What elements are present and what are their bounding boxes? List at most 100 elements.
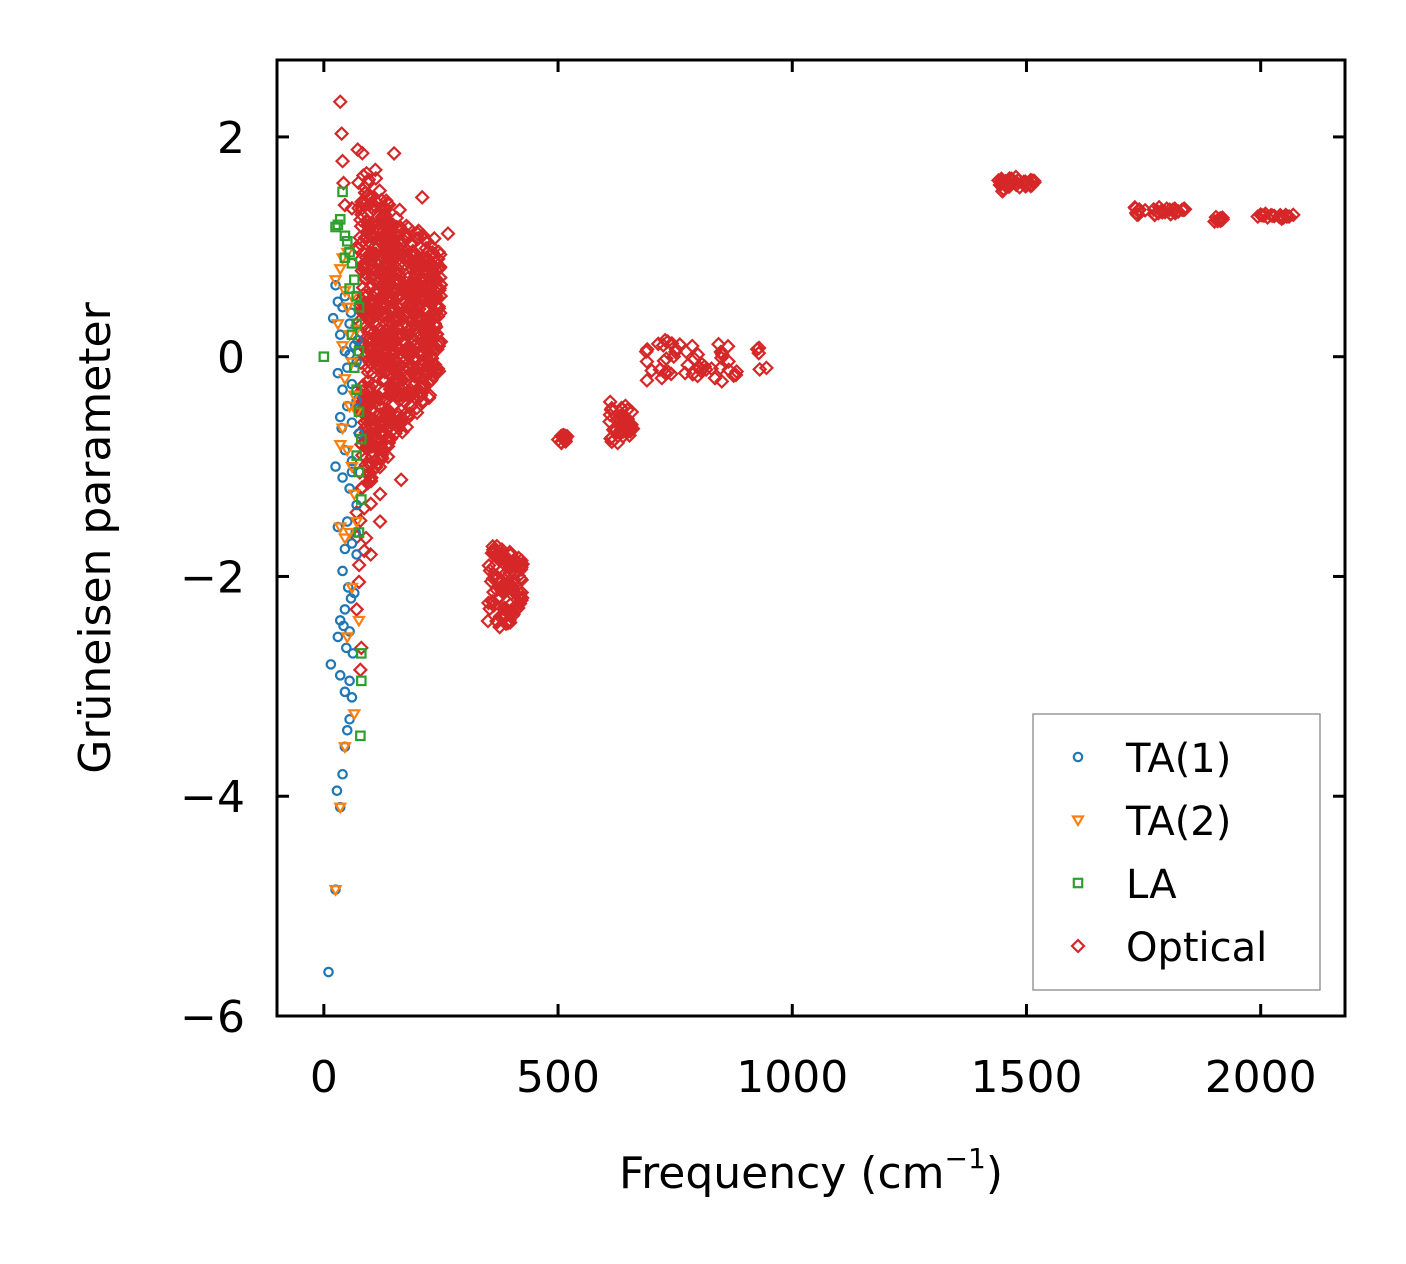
x-axis-label: Frequency (cm−1) (619, 1142, 1003, 1199)
ta-1-point (346, 538, 358, 549)
ta-2-point (333, 264, 348, 276)
optical-point (496, 610, 512, 626)
optical-point (409, 400, 425, 416)
ta-1-point (337, 565, 348, 577)
ta-1-point (339, 686, 351, 698)
x-tick-label: 500 (516, 1052, 600, 1103)
optical-point (657, 365, 673, 381)
optical-point (404, 235, 420, 251)
optical-point (420, 285, 436, 301)
x-tick-label: 1500 (970, 1052, 1082, 1103)
optical-point (388, 361, 404, 377)
legend-label: TA(1) (1125, 736, 1231, 782)
optical-point (374, 229, 390, 245)
optical-point (660, 364, 676, 380)
optical-point (515, 556, 531, 572)
optical-point (752, 361, 768, 377)
optical-point (387, 396, 403, 412)
optical-point (378, 279, 394, 296)
optical-point (481, 558, 497, 574)
optical-point (417, 301, 433, 317)
la-point (356, 433, 367, 445)
optical-point (334, 126, 350, 142)
optical-point (423, 373, 439, 389)
optical-point (692, 360, 708, 376)
optical-point (380, 195, 396, 211)
optical-point (349, 239, 365, 255)
optical-point (680, 357, 696, 373)
optical-point (492, 619, 508, 635)
ta-1-point (351, 549, 362, 560)
ta-2-point (330, 319, 345, 331)
la-point (356, 648, 367, 659)
optical-point (367, 198, 383, 214)
optical-point (380, 266, 396, 282)
optical-point (411, 223, 427, 239)
la-point (346, 257, 358, 269)
optical-point (1170, 203, 1186, 220)
optical-point (361, 172, 377, 188)
la-point (353, 345, 365, 357)
ta-1-point (352, 334, 363, 346)
optical-point (707, 370, 723, 386)
optical-point (382, 381, 398, 397)
optical-point (430, 361, 446, 377)
optical-point (1131, 202, 1147, 218)
optical-point (376, 371, 392, 387)
optical-point (403, 346, 420, 362)
optical-point (375, 290, 391, 306)
optical-point (360, 222, 376, 238)
optical-point (364, 444, 380, 460)
ta-1-point (337, 384, 348, 395)
optical-point (373, 248, 389, 264)
optical-point (395, 360, 412, 376)
optical-point (403, 398, 419, 414)
optical-point (1024, 177, 1040, 193)
ta-1-point (323, 966, 334, 978)
optical-point (1209, 212, 1225, 229)
optical-point (422, 358, 439, 374)
optical-point (1271, 209, 1287, 225)
optical-point (514, 590, 530, 606)
optical-point (693, 363, 709, 379)
la-point (339, 230, 351, 242)
la-point (355, 730, 366, 742)
optical-point (351, 574, 367, 590)
optical-point (1252, 207, 1269, 223)
optical-point (335, 153, 351, 169)
optical-point (510, 600, 526, 616)
ta-1-point (344, 626, 355, 637)
ta-1-point (339, 604, 351, 615)
optical-point (1012, 179, 1028, 195)
la-point (341, 236, 353, 247)
optical-point (362, 382, 378, 399)
optical-point (377, 276, 393, 292)
ta-2-point (328, 885, 343, 897)
optical-point (393, 472, 409, 488)
optical-point (485, 542, 501, 558)
optical-point (360, 373, 376, 389)
optical-point (367, 316, 383, 333)
optical-point (377, 404, 393, 420)
optical-point (368, 286, 384, 303)
optical-point (355, 280, 371, 296)
ta-2-point (333, 439, 348, 452)
optical-point (409, 279, 425, 295)
la-point (351, 450, 362, 461)
tick-labels: 0 500 1000 1500 2000 2 0 −2 −4 −6 (180, 113, 1317, 1103)
optical-point (386, 145, 402, 161)
optical-point (690, 368, 706, 384)
legend-marker-ta-1 (1072, 751, 1084, 763)
ta-2-point (345, 582, 359, 595)
legend-label: LA (1126, 862, 1177, 908)
ta-1-point (337, 768, 348, 780)
optical-point (1001, 179, 1017, 195)
ta-1-point (344, 675, 355, 687)
optical-point (712, 360, 728, 376)
optical-point (367, 303, 383, 319)
optical-point (414, 257, 430, 273)
optical-point (382, 301, 398, 317)
ta-2-point (347, 709, 362, 721)
optical-point (360, 186, 376, 202)
optical-point (615, 428, 631, 444)
